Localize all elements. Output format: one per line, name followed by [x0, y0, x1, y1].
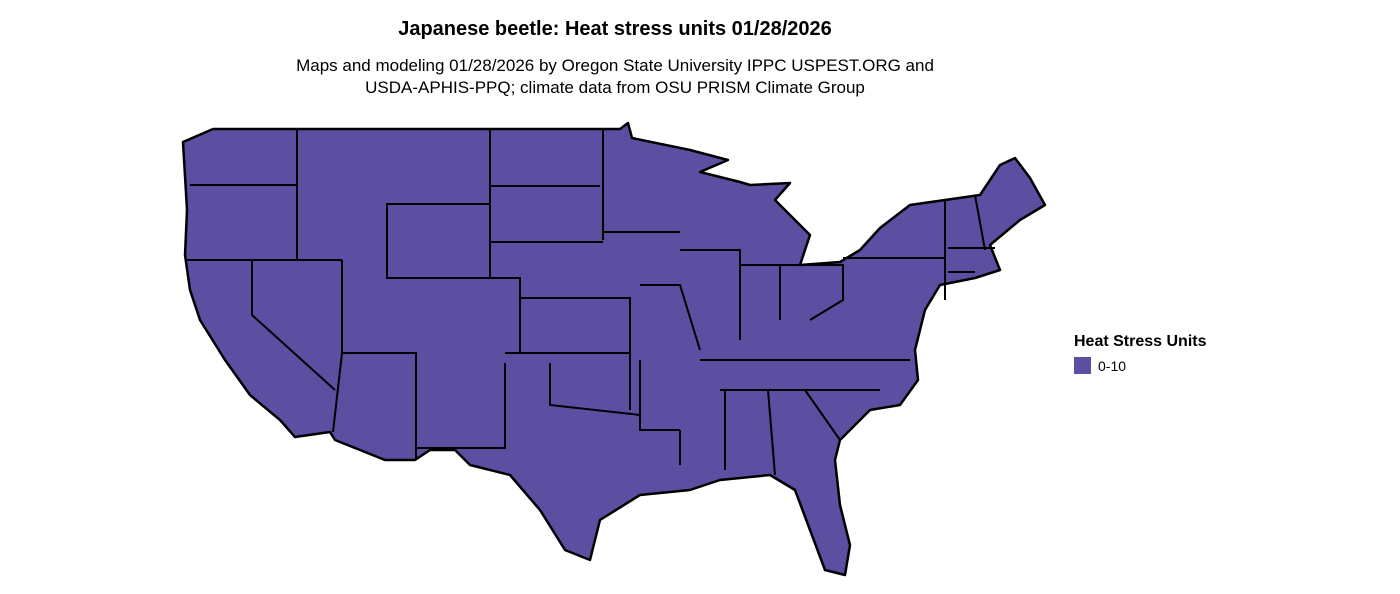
legend-title: Heat Stress Units	[1074, 333, 1207, 350]
legend: Heat Stress Units 0-10	[1074, 333, 1207, 374]
map-title: Japanese beetle: Heat stress units 01/28…	[398, 18, 832, 40]
legend-swatch	[1074, 357, 1091, 374]
legend-label: 0-10	[1098, 357, 1127, 374]
subtitle-line-2: USDA-APHIS-PPQ; climate data from OSU PR…	[365, 78, 865, 97]
map-subtitle: Maps and modeling 01/28/2026 by Oregon S…	[0, 55, 1230, 99]
state-borders	[187, 129, 995, 476]
us-outline	[181, 121, 1047, 577]
legend-item: 0-10	[1074, 357, 1207, 374]
subtitle-line-1: Maps and modeling 01/28/2026 by Oregon S…	[296, 56, 934, 75]
